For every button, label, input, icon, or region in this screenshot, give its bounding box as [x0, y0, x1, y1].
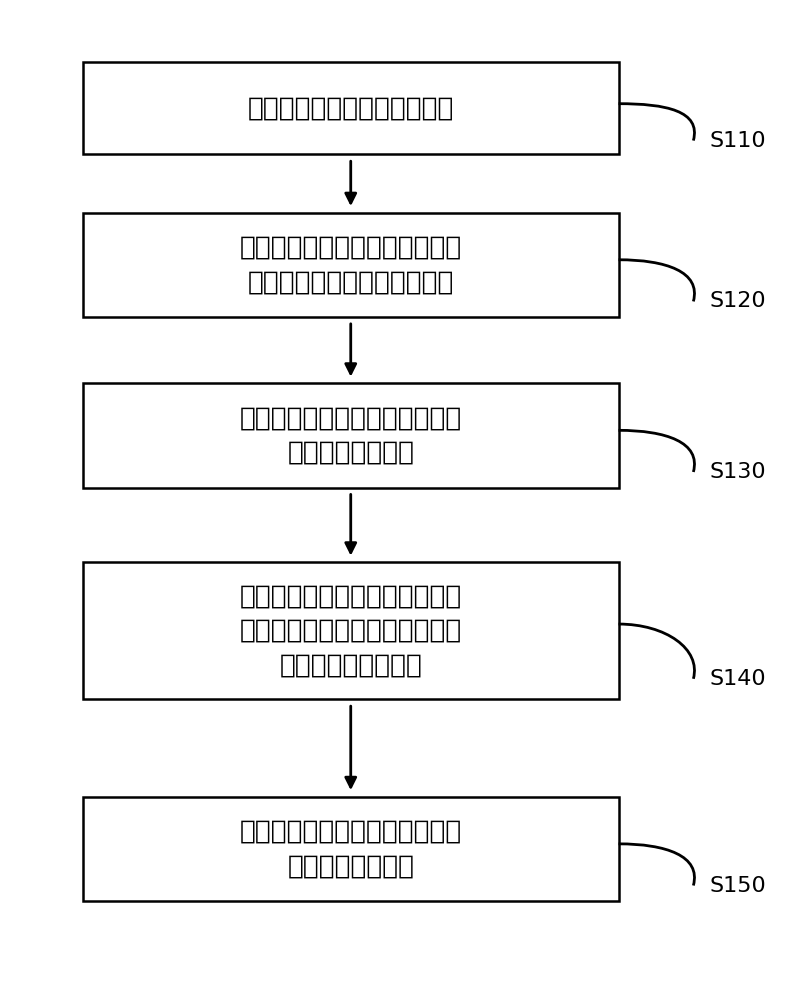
Text: S120: S120	[709, 291, 766, 311]
FancyBboxPatch shape	[83, 562, 618, 699]
Text: 根据所述知识图谱，确定目标客: 根据所述知识图谱，确定目标客	[240, 405, 462, 431]
Text: 获取目标客户的统一授信请求: 获取目标客户的统一授信请求	[248, 95, 454, 121]
Text: S150: S150	[709, 876, 766, 896]
Text: 户所在的行业数据: 户所在的行业数据	[287, 440, 414, 466]
FancyBboxPatch shape	[83, 62, 618, 154]
Text: 标客户的经营数据和知识图谱: 标客户的经营数据和知识图谱	[248, 269, 454, 295]
Text: 根据所述统一授信请求，获取目: 根据所述统一授信请求，获取目	[240, 235, 462, 261]
FancyBboxPatch shape	[83, 383, 618, 488]
Text: 将所述经营数据和行业数据导入: 将所述经营数据和行业数据导入	[240, 584, 462, 610]
Text: S140: S140	[709, 669, 766, 689]
Text: 根据所述经营评分，确定目标客: 根据所述经营评分，确定目标客	[240, 819, 462, 845]
Text: S110: S110	[709, 131, 766, 151]
Text: 目标客户的经营评分: 目标客户的经营评分	[279, 652, 422, 678]
FancyBboxPatch shape	[83, 797, 618, 901]
Text: S130: S130	[709, 462, 766, 482]
Text: 户准入和授信额度: 户准入和授信额度	[287, 853, 414, 879]
Text: 训练完成的机器学习模型，获取: 训练完成的机器学习模型，获取	[240, 618, 462, 644]
FancyBboxPatch shape	[83, 213, 618, 317]
